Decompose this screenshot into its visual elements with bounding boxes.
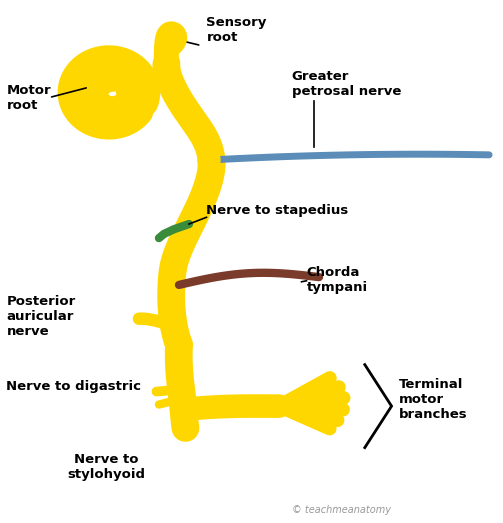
Text: Sensory
root: Sensory root	[206, 16, 267, 44]
Text: Nerve to
stylohyoid: Nerve to stylohyoid	[67, 453, 145, 481]
Text: Nerve to digastric: Nerve to digastric	[7, 380, 141, 393]
Text: Chorda
tympani: Chorda tympani	[306, 266, 368, 294]
Text: Posterior
auricular
nerve: Posterior auricular nerve	[7, 294, 75, 338]
Text: Greater
petrosal nerve: Greater petrosal nerve	[292, 70, 401, 98]
Text: Motor
root: Motor root	[7, 84, 51, 111]
Text: Terminal
motor
branches: Terminal motor branches	[399, 378, 468, 421]
Circle shape	[198, 149, 220, 172]
Text: Nerve to stapedius: Nerve to stapedius	[206, 204, 349, 217]
Text: © teachmeanatomy: © teachmeanatomy	[292, 505, 390, 515]
